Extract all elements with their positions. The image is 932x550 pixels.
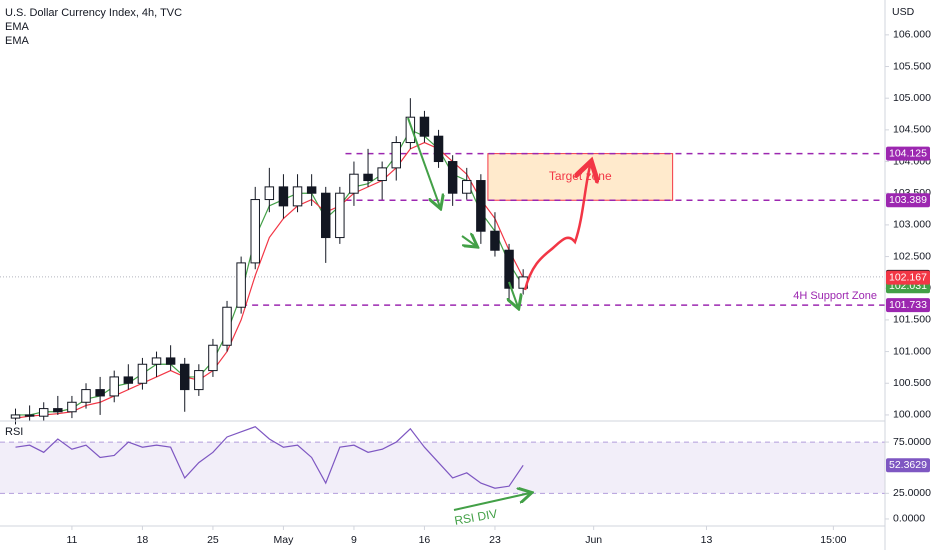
candle-body	[151, 357, 162, 365]
candle-body	[278, 186, 289, 207]
candle-body	[109, 376, 119, 397]
candle-body	[476, 180, 486, 232]
level-badge	[886, 146, 930, 161]
candle-body	[123, 376, 134, 384]
x-tick-label: 15:00	[820, 534, 846, 546]
candle-body	[349, 173, 359, 194]
main-layer	[10, 98, 528, 489]
x-tick-label: 23	[489, 534, 501, 546]
indicator-legend: EMA	[5, 21, 30, 33]
rsi-tick-label: 75.0000	[893, 436, 931, 448]
y-tick-label: 101.000	[893, 345, 931, 357]
candle-body	[462, 180, 472, 194]
candle-body	[250, 199, 260, 264]
candle-body	[179, 363, 190, 391]
candle-body	[194, 370, 204, 391]
rsi-line	[15, 426, 524, 489]
drawn-arrow	[461, 236, 476, 246]
indicator-legend: EMA	[5, 35, 30, 47]
x-tick-label: 16	[419, 534, 431, 546]
drawn-arrow	[509, 281, 518, 307]
candle-body	[335, 192, 345, 239]
chart-title: U.S. Dollar Currency Index, 4h, TVC	[5, 7, 182, 19]
y-tick-label: 100.000	[893, 409, 931, 421]
x-tick-label: May	[274, 534, 295, 546]
target-zone-label: Target zone	[549, 169, 612, 183]
candle-body	[490, 230, 500, 251]
candle-body	[447, 161, 458, 194]
x-tick-label: Jun	[585, 534, 602, 546]
projection-path	[523, 166, 590, 291]
candle-body	[363, 173, 373, 182]
y-tick-label: 106.000	[893, 29, 931, 41]
rsi-badge	[886, 458, 930, 473]
rsi-badge-label: 52.3629	[889, 459, 927, 471]
support-zone-label: 4H Support Zone	[793, 290, 877, 302]
y-tick-label: 101.500	[893, 314, 931, 326]
rsi-divergence-label: RSI DIV	[453, 507, 498, 528]
y-tick-label: 103.000	[893, 219, 931, 231]
candle-body	[38, 408, 49, 417]
candle-body	[67, 401, 77, 413]
price-badge	[886, 270, 930, 285]
candle-body	[165, 357, 176, 365]
y-tick-label: 102.500	[893, 250, 931, 262]
level-badge	[886, 193, 930, 208]
currency-label: USD	[892, 6, 915, 18]
candle-body	[419, 116, 430, 137]
background-layer: 100.000100.500101.000101.500102.000102.5…	[0, 29, 931, 525]
candle-body	[236, 262, 246, 308]
y-tick-label: 104.500	[893, 124, 931, 136]
candle-body	[433, 135, 444, 163]
level-badge-label: 104.125	[889, 147, 927, 159]
candle-body	[292, 186, 303, 207]
candle-body	[81, 389, 91, 403]
candle-body	[306, 186, 317, 194]
candle-body	[10, 414, 21, 419]
price-badge-label: 102.167	[889, 271, 927, 283]
candle-body	[137, 363, 148, 384]
candle-body	[53, 408, 63, 413]
rsi-tick-label: 0.0000	[893, 513, 925, 525]
candle-body	[95, 389, 105, 397]
x-tick-label: 25	[207, 534, 219, 546]
rsi-tick-label: 25.0000	[893, 487, 931, 499]
y-tick-label: 100.500	[893, 377, 931, 389]
x-tick-label: 18	[137, 534, 149, 546]
candle-body	[208, 344, 218, 372]
rsi-divergence-arrow	[453, 493, 530, 511]
level-badge	[886, 298, 930, 313]
x-tick-label: 13	[701, 534, 713, 546]
level-badge-label: 101.733	[889, 299, 927, 311]
rsi-title: RSI	[5, 426, 23, 438]
foreground-layer: 11 18 25 May 9 16 23 Jun 13 15:00 Target zone 104.1…	[66, 146, 930, 546]
x-tick-label: 11	[66, 534, 77, 546]
x-tick-label: 9	[351, 534, 357, 546]
y-tick-label: 105.000	[893, 92, 931, 104]
candle-body	[24, 414, 35, 417]
level-badge-label: 103.389	[889, 194, 927, 206]
candle-body	[405, 116, 416, 144]
candle-body	[377, 167, 387, 182]
candle-body	[264, 186, 275, 201]
y-tick-label: 105.500	[893, 60, 931, 72]
candle-body	[504, 249, 514, 289]
candle-body	[222, 306, 232, 346]
candle-body	[321, 192, 331, 239]
candle-body	[391, 142, 401, 169]
drawn-arrow	[407, 117, 440, 207]
